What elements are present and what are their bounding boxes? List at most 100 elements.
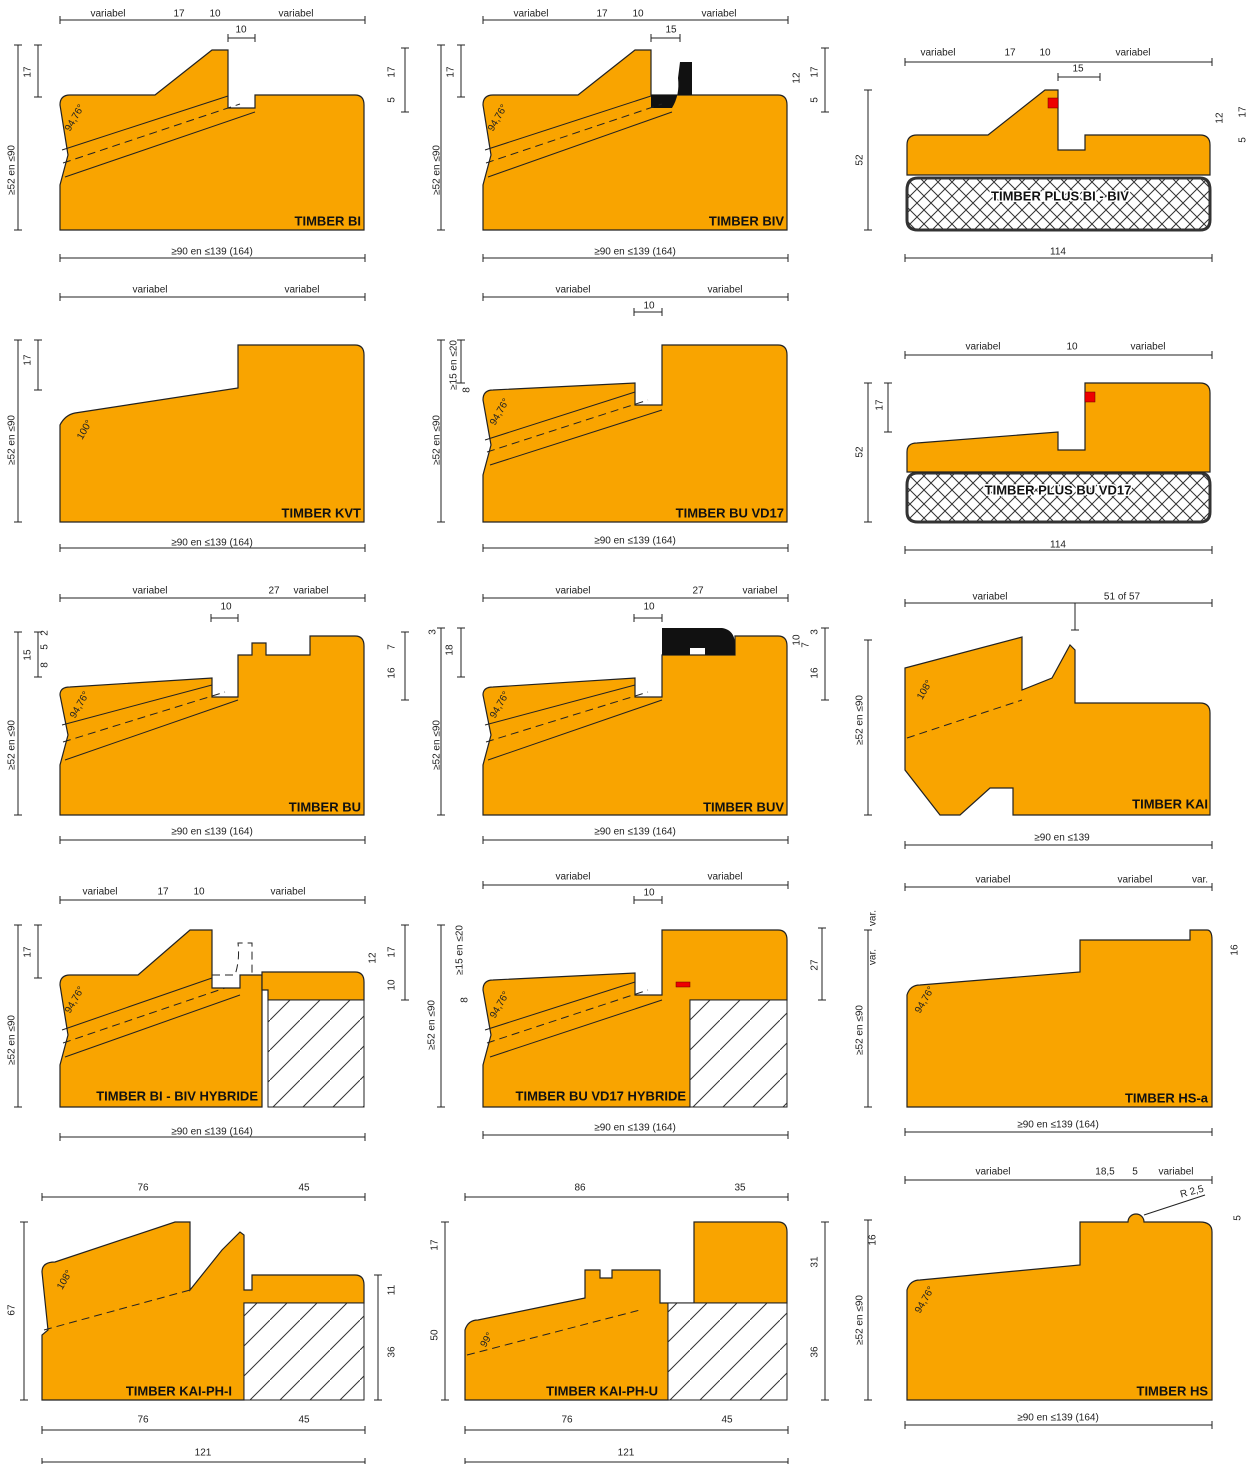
inner-line — [1144, 1195, 1205, 1215]
dimension-label: 11 — [387, 1284, 398, 1295]
dimension-label: 10 — [1039, 48, 1051, 59]
dimension-label: 36 — [810, 1346, 821, 1358]
profile-name: TIMBER HS — [1137, 1383, 1209, 1398]
dimension-label: 10 — [632, 9, 644, 20]
dimension-label: 17 — [1004, 48, 1016, 59]
dimension-label: 3 — [810, 629, 821, 635]
dimension-label: variabel — [1115, 48, 1150, 59]
drawing-sheet: variabel1710variabel1017≥52 en ≤9017594,… — [0, 0, 1258, 1464]
dimension-label: 15 — [23, 649, 34, 661]
dimension-label: ≥52 en ≤90 — [427, 1000, 438, 1050]
dimension-label: 31 — [810, 1256, 821, 1268]
dimension-label: 7 — [387, 644, 398, 650]
profile-name: TIMBER HS-a — [1125, 1090, 1209, 1105]
dimension-label: var. — [868, 910, 879, 926]
dimension-label: ≥90 en ≤139 (164) — [594, 827, 676, 838]
profile-shape — [905, 637, 1210, 815]
profile-shape — [483, 345, 787, 522]
dimension-label: 52 — [855, 154, 866, 166]
dimension-label: ≥90 en ≤139 (164) — [594, 1123, 676, 1134]
dimension-label: 17 — [387, 66, 398, 78]
dimension-label: ≥90 en ≤139 — [1034, 833, 1090, 844]
dimension-label: 86 — [574, 1183, 586, 1194]
profile-shape — [483, 50, 787, 230]
profile-name: TIMBER KVT — [282, 505, 362, 520]
dimension-label: variabel — [920, 48, 955, 59]
seal — [1085, 392, 1095, 402]
dimension-label: 16 — [868, 1234, 879, 1246]
dimension-label: var. — [868, 949, 879, 965]
profile-cap — [262, 972, 364, 1000]
dimension-label: ≥52 en ≤90 — [855, 695, 866, 745]
hatched-section — [244, 1303, 364, 1400]
profile-name: TIMBER BU VD17 HYBRIDE — [516, 1088, 687, 1103]
dimension-label: variabel — [555, 586, 590, 597]
dimension-label: ≥90 en ≤139 (164) — [171, 827, 253, 838]
dimension-label: variabel — [1158, 1167, 1193, 1178]
dimension-label: 5 — [1132, 1167, 1138, 1178]
hatched-base — [907, 178, 1210, 230]
profile-name: TIMBER PLUS BI - BIV — [991, 188, 1129, 203]
dimension-label: ≥52 en ≤90 — [432, 415, 443, 465]
dimension-label: 15 — [665, 25, 677, 36]
dimension-label: 76 — [561, 1415, 573, 1426]
dimension-label: ≥52 en ≤90 — [855, 1005, 866, 1055]
profile-name: TIMBER PLUS BU VD17 — [985, 482, 1132, 497]
dimension-label: 35 — [734, 1183, 746, 1194]
gasket — [662, 628, 735, 655]
dimension-label: 76 — [137, 1415, 149, 1426]
dimension-label: variabel — [742, 586, 777, 597]
dimension-label: 16 — [387, 667, 398, 679]
dimension-label: 67 — [7, 1304, 18, 1316]
profile-shape — [60, 50, 364, 230]
dimension-label: 18,5 — [1095, 1167, 1115, 1178]
dimension-label: 17 — [875, 399, 886, 411]
dimension-label: 8 — [462, 387, 473, 393]
dimension-label: 12 — [792, 72, 803, 84]
dimension-label: variabel — [513, 9, 548, 20]
dimension-label: 10 — [209, 9, 221, 20]
dimension-label: ≥52 en ≤90 — [7, 720, 18, 770]
seal — [676, 982, 690, 987]
profile-name: TIMBER BI - BIV HYBRIDE — [96, 1088, 258, 1103]
dimension-label: variabel — [284, 285, 319, 296]
dimension-label: 76 — [137, 1183, 149, 1194]
dimension-label: 121 — [195, 1448, 212, 1459]
dimension-label: ≥52 en ≤90 — [432, 720, 443, 770]
dimension-label: 17 — [23, 66, 34, 78]
dimension-label: ≥52 en ≤90 — [432, 145, 443, 195]
dimension-label: 10 — [193, 887, 205, 898]
profile-name: TIMBER BU — [289, 799, 361, 814]
dimension-label: variabel — [1130, 342, 1165, 353]
dimension-label: variabel — [278, 9, 313, 20]
dimension-label: ≥15 en ≤20 — [455, 925, 466, 975]
dimension-label: 50 — [430, 1329, 441, 1341]
dimension-label: variabel — [975, 875, 1010, 886]
dimension-label: 17 — [173, 9, 185, 20]
dimension-label: 45 — [298, 1183, 310, 1194]
hatched-section — [668, 1303, 787, 1400]
dimension-label: variabel — [701, 9, 736, 20]
dimension-label: variabel — [270, 887, 305, 898]
dimension-label: variabel — [82, 887, 117, 898]
dimension-label: 17 — [810, 66, 821, 78]
profile-shape — [907, 383, 1210, 472]
profile-name: TIMBER BIV — [709, 213, 784, 228]
dimension-label: 51 of 57 — [1104, 592, 1141, 603]
profile-shape — [907, 930, 1212, 1107]
dimension-label: 8 — [40, 662, 51, 668]
dimension-label: ≥90 en ≤139 (164) — [1017, 1413, 1099, 1424]
dimension-label: 15 — [1072, 64, 1084, 75]
dimension-label: ≥90 en ≤139 (164) — [594, 247, 676, 258]
profile-shape — [907, 90, 1210, 175]
dimension-label: 17 — [157, 887, 169, 898]
dashed-line — [212, 943, 252, 975]
dimension-label: variabel — [90, 9, 125, 20]
dimension-label: 17 — [1238, 106, 1249, 118]
dimension-label: variabel — [965, 342, 1000, 353]
dimension-label: 3 — [428, 629, 439, 635]
dimension-label: ≥52 en ≤90 — [7, 1015, 18, 1065]
dimension-label: variabel — [132, 586, 167, 597]
profile-shape — [907, 1214, 1212, 1400]
dimension-label: 10 — [1066, 342, 1078, 353]
